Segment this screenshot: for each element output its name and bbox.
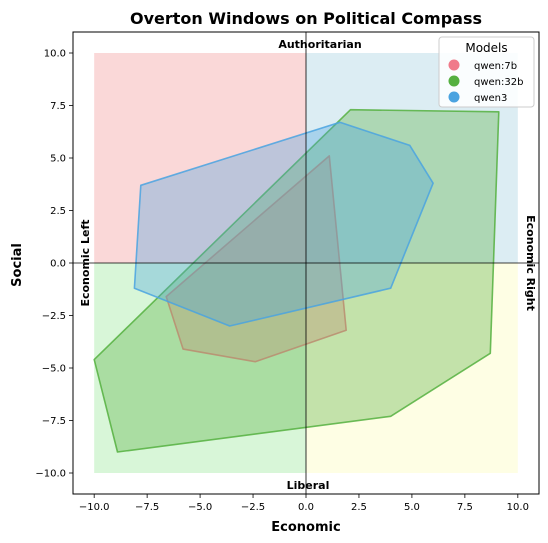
legend-marker <box>448 75 460 87</box>
x-tick-label: −2.5 <box>241 502 265 513</box>
y-tick-label: −2.5 <box>42 311 66 322</box>
label-liberal: Liberal <box>287 479 330 492</box>
x-tick-label: 10.0 <box>507 502 529 513</box>
y-tick-label: 5.0 <box>50 154 66 165</box>
legend-title: Models <box>465 41 507 55</box>
quadrant-authoritarian-left <box>94 53 306 263</box>
quadrant-libertarian-right <box>306 263 518 473</box>
chart-title: Overton Windows on Political Compass <box>130 9 482 28</box>
y-tick-label: 10.0 <box>44 49 66 60</box>
y-tick-label: 0.0 <box>50 259 66 270</box>
legend-entry-label: qwen3 <box>474 93 507 104</box>
legend-box <box>438 36 535 108</box>
y-tick-label: −7.5 <box>42 416 66 427</box>
x-tick-label: −7.5 <box>135 502 159 513</box>
x-tick-label: 0.0 <box>298 502 314 513</box>
y-axis-label: Social <box>10 243 25 287</box>
x-axis-label: Economic <box>271 520 340 535</box>
y-tick-label: −5.0 <box>42 364 66 375</box>
series-polygon-qwen-32b <box>93 108 500 453</box>
label-economic-left: Economic Left <box>79 219 92 306</box>
x-tick-label: 2.5 <box>351 502 367 513</box>
label-economic-right: Economic Right <box>524 215 537 311</box>
x-tick-label: −10.0 <box>79 502 110 513</box>
series-polygon-qwen3 <box>133 121 434 327</box>
x-tick-label: −5.0 <box>188 502 212 513</box>
label-authoritarian: Authoritarian <box>278 38 361 51</box>
legend-marker <box>448 91 460 103</box>
series-polygon-qwen-7b <box>165 155 348 363</box>
legend: Models qwen:7b qwen:32b qwen3 <box>438 36 535 108</box>
legend-entry-label: qwen:32b <box>474 77 523 88</box>
legend-marker <box>448 59 460 71</box>
y-tick-label: −10.0 <box>35 469 66 480</box>
legend-entry-label: qwen:7b <box>474 61 517 72</box>
quadrant-libertarian-left <box>94 263 306 473</box>
x-tick-label: 7.5 <box>457 502 473 513</box>
x-tick-label: 5.0 <box>404 502 420 513</box>
y-tick-label: 7.5 <box>50 101 66 112</box>
plot-area: −10.0 −7.5 −5.0 −2.5 0.0 2.5 5.0 7.5 10.0 −10.0 −7… <box>35 31 540 513</box>
y-tick-label: 2.5 <box>50 206 66 217</box>
